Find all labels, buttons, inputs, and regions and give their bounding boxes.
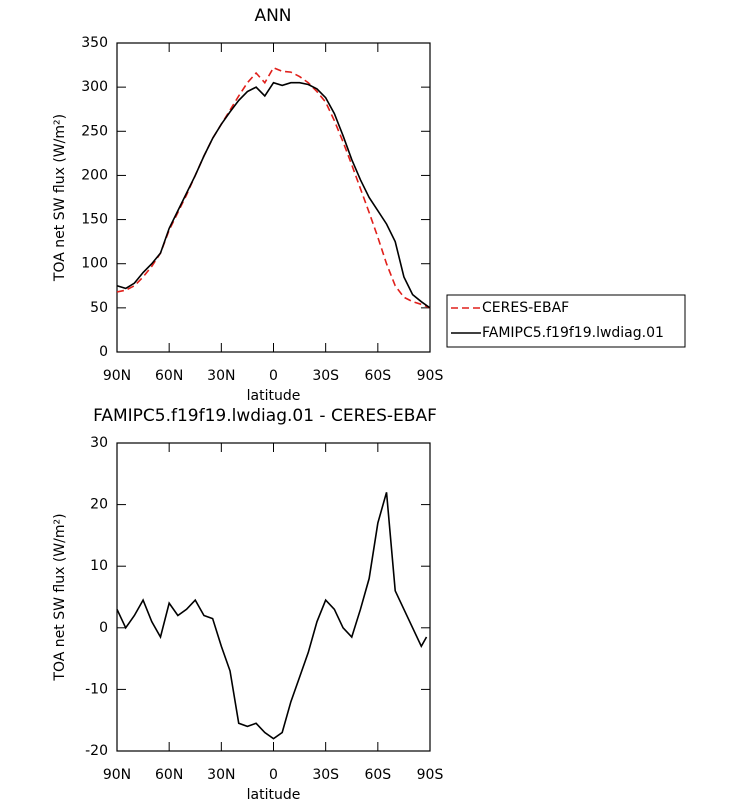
x-tick-label: 60S bbox=[364, 368, 391, 384]
y-tick-label: 0 bbox=[99, 620, 108, 636]
plot-frame bbox=[116, 442, 431, 752]
y-tick-label: -20 bbox=[85, 743, 108, 759]
y-tick-label: 50 bbox=[90, 300, 108, 316]
y-tick-label: 200 bbox=[81, 167, 108, 183]
data-line bbox=[116, 492, 428, 740]
x-tick-label: 30N bbox=[207, 767, 235, 783]
x-tick-label: 30S bbox=[312, 767, 339, 783]
x-tick-label: 90S bbox=[417, 368, 444, 384]
x-tick-label: 0 bbox=[269, 767, 278, 783]
data-line bbox=[116, 66, 431, 309]
chart-title: ANN bbox=[254, 6, 291, 26]
x-axis-label: latitude bbox=[247, 787, 301, 803]
y-tick-label: 150 bbox=[81, 212, 108, 228]
x-axis-label: latitude bbox=[247, 388, 301, 404]
chart-title: FAMIPC5.f19f19.lwdiag.01 - CERES-EBAF bbox=[93, 406, 437, 426]
x-tick-label: 30N bbox=[207, 368, 235, 384]
x-tick-label: 30S bbox=[312, 368, 339, 384]
x-tick-label: 60N bbox=[155, 767, 183, 783]
legend-box bbox=[446, 294, 686, 348]
y-tick-label: 0 bbox=[99, 344, 108, 360]
legend-label: CERES-EBAF bbox=[482, 300, 569, 316]
y-axis-label: TOA net SW flux (W/m²) bbox=[52, 114, 68, 282]
y-tick-label: 30 bbox=[90, 435, 108, 451]
x-tick-label: 60S bbox=[364, 767, 391, 783]
x-tick-label: 90N bbox=[103, 368, 131, 384]
x-tick-label: 60N bbox=[155, 368, 183, 384]
x-tick-label: 90N bbox=[103, 767, 131, 783]
data-line bbox=[116, 81, 431, 309]
y-tick-label: 20 bbox=[90, 497, 108, 513]
legend-label: FAMIPC5.f19f19.lwdiag.01 bbox=[482, 325, 664, 341]
y-tick-label: -10 bbox=[85, 681, 108, 697]
x-tick-label: 90S bbox=[417, 767, 444, 783]
y-tick-label: 10 bbox=[90, 558, 108, 574]
y-tick-label: 300 bbox=[81, 79, 108, 95]
y-tick-label: 350 bbox=[81, 35, 108, 51]
x-tick-label: 0 bbox=[269, 368, 278, 384]
plot-frame bbox=[116, 42, 431, 353]
y-axis-label: TOA net SW flux (W/m²) bbox=[52, 513, 68, 681]
y-tick-label: 100 bbox=[81, 256, 108, 272]
y-tick-label: 250 bbox=[81, 123, 108, 139]
